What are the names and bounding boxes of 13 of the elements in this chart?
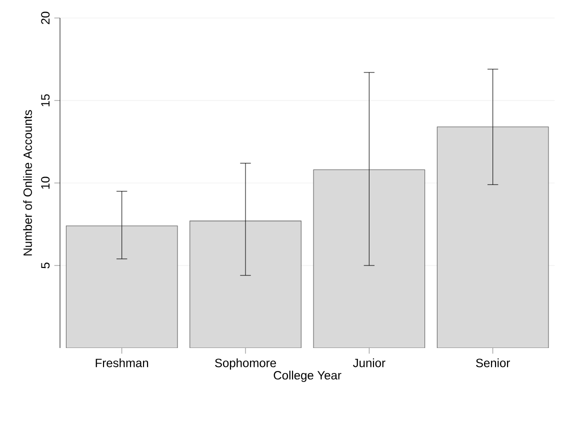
y-axis-title: Number of Online Accounts <box>23 110 32 256</box>
y-tick-label: 10 <box>41 176 50 189</box>
x-tick-label: Junior <box>353 358 386 368</box>
y-tick-label: 20 <box>41 12 50 24</box>
bar <box>190 220 302 348</box>
bar <box>436 126 549 348</box>
bar <box>66 226 178 348</box>
x-tick-label: Sophomore <box>215 358 276 370</box>
x-axis-title: College Year <box>274 370 342 382</box>
x-tick-label: Freshman <box>96 358 148 368</box>
y-tick-label: 5 <box>41 262 50 268</box>
x-tick-label: Senior <box>476 358 510 368</box>
y-tick-label: 15 <box>41 94 50 106</box>
